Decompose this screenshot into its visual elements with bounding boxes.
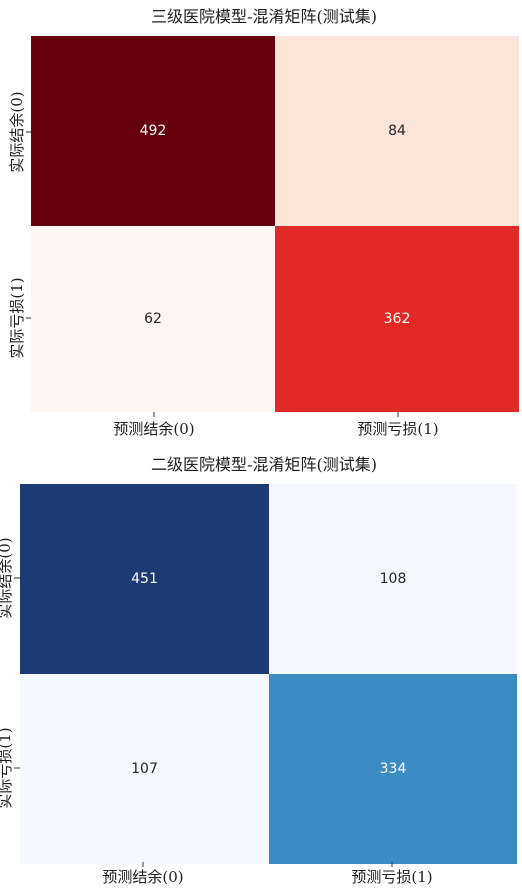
heatmap-cell — [269, 674, 517, 864]
heatmap-cells: 451 108 107 334 — [20, 484, 517, 864]
y-tick-label: 实际亏损(1) — [0, 727, 14, 808]
heatmap-tertiary-hospital: 三级医院模型-混淆矩阵(测试集) 492 84 62 362 实际结余(0) 实际亏损… — [8, 7, 519, 438]
x-axis: 预测结余(0) 预测亏损(1) — [113, 412, 439, 438]
cell-value-label: 492 — [140, 123, 167, 139]
y-tick-label: 实际亏损(1) — [8, 277, 26, 358]
y-tick-label: 实际结余(0) — [8, 91, 26, 172]
heatmap-cell — [20, 674, 269, 864]
cell-value-label: 451 — [131, 571, 158, 587]
chart-title: 二级医院模型-混淆矩阵(测试集) — [151, 455, 377, 474]
x-tick-label: 预测结余(0) — [102, 868, 183, 886]
cell-value-label: 108 — [380, 571, 407, 587]
chart-title: 三级医院模型-混淆矩阵(测试集) — [151, 7, 377, 26]
heatmap-secondary-hospital: 二级医院模型-混淆矩阵(测试集) 451 108 107 334 实际结余(0) 实际… — [0, 455, 517, 886]
x-axis: 预测结余(0) 预测亏损(1) — [102, 862, 433, 886]
heatmap-cell — [275, 36, 519, 226]
heatmap-cell — [275, 226, 519, 412]
cell-value-label: 362 — [384, 311, 411, 327]
y-axis: 实际结余(0) 实际亏损(1) — [8, 91, 31, 359]
x-tick-label: 预测亏损(1) — [357, 420, 438, 438]
x-tick-label: 预测结余(0) — [113, 420, 194, 438]
heatmap-cell — [31, 226, 275, 412]
cell-value-label: 62 — [144, 311, 162, 327]
y-axis: 实际结余(0) 实际亏损(1) — [0, 537, 20, 809]
y-tick-label: 实际结余(0) — [0, 537, 14, 618]
heatmap-cell — [269, 484, 517, 674]
heatmap-cells: 492 84 62 362 — [31, 36, 519, 412]
cell-value-label: 107 — [131, 761, 158, 777]
cell-value-label: 84 — [388, 123, 406, 139]
heatmap-cell — [31, 36, 275, 226]
cell-value-label: 334 — [380, 761, 407, 777]
heatmap-cell — [20, 484, 269, 674]
x-tick-label: 预测亏损(1) — [351, 868, 432, 886]
